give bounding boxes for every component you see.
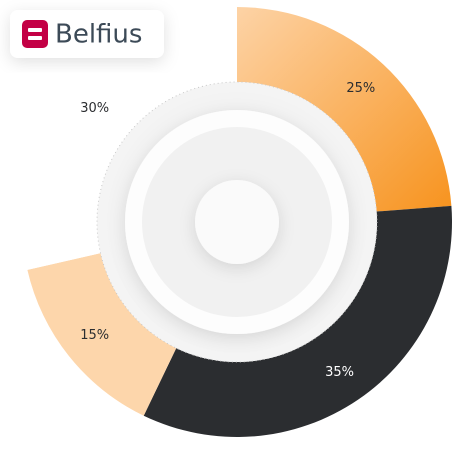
logo: Belfius <box>10 10 164 58</box>
logo-icon-bar <box>28 28 42 32</box>
labels: 25% 35% 15% 30% <box>80 81 375 380</box>
center-dot <box>195 180 279 264</box>
logo-box <box>10 10 164 58</box>
value-label: 35% <box>325 365 354 380</box>
segment <box>27 253 177 416</box>
segment <box>237 7 452 212</box>
segment <box>21 7 238 270</box>
segments <box>21 7 452 437</box>
value-label: 15% <box>80 328 109 343</box>
logo-icon-bar <box>28 36 42 40</box>
value-label: 25% <box>346 81 375 96</box>
brand-name: Belfius <box>55 20 142 50</box>
segment <box>143 205 452 437</box>
logo-icon <box>22 20 48 48</box>
value-label: 30% <box>80 101 109 116</box>
